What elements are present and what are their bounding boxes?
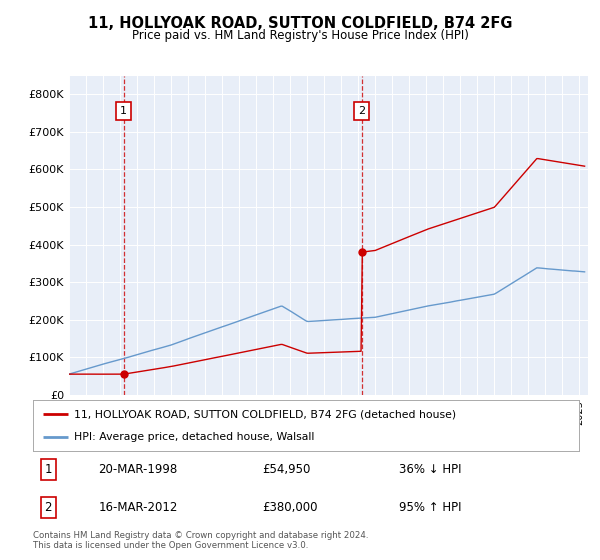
Text: 95% ↑ HPI: 95% ↑ HPI [399, 501, 461, 514]
Text: 2: 2 [44, 501, 52, 514]
Text: Price paid vs. HM Land Registry's House Price Index (HPI): Price paid vs. HM Land Registry's House … [131, 29, 469, 42]
Text: HPI: Average price, detached house, Walsall: HPI: Average price, detached house, Wals… [74, 432, 314, 442]
Text: 20-MAR-1998: 20-MAR-1998 [98, 463, 178, 476]
Text: 36% ↓ HPI: 36% ↓ HPI [399, 463, 461, 476]
Text: 1: 1 [120, 106, 127, 116]
Text: £380,000: £380,000 [262, 501, 318, 514]
Text: 11, HOLLYOAK ROAD, SUTTON COLDFIELD, B74 2FG: 11, HOLLYOAK ROAD, SUTTON COLDFIELD, B74… [88, 16, 512, 31]
Text: £54,950: £54,950 [262, 463, 311, 476]
Text: 2: 2 [358, 106, 365, 116]
Text: 16-MAR-2012: 16-MAR-2012 [98, 501, 178, 514]
Text: 1: 1 [44, 463, 52, 476]
Text: Contains HM Land Registry data © Crown copyright and database right 2024.
This d: Contains HM Land Registry data © Crown c… [33, 531, 368, 550]
Text: 11, HOLLYOAK ROAD, SUTTON COLDFIELD, B74 2FG (detached house): 11, HOLLYOAK ROAD, SUTTON COLDFIELD, B74… [74, 409, 456, 419]
